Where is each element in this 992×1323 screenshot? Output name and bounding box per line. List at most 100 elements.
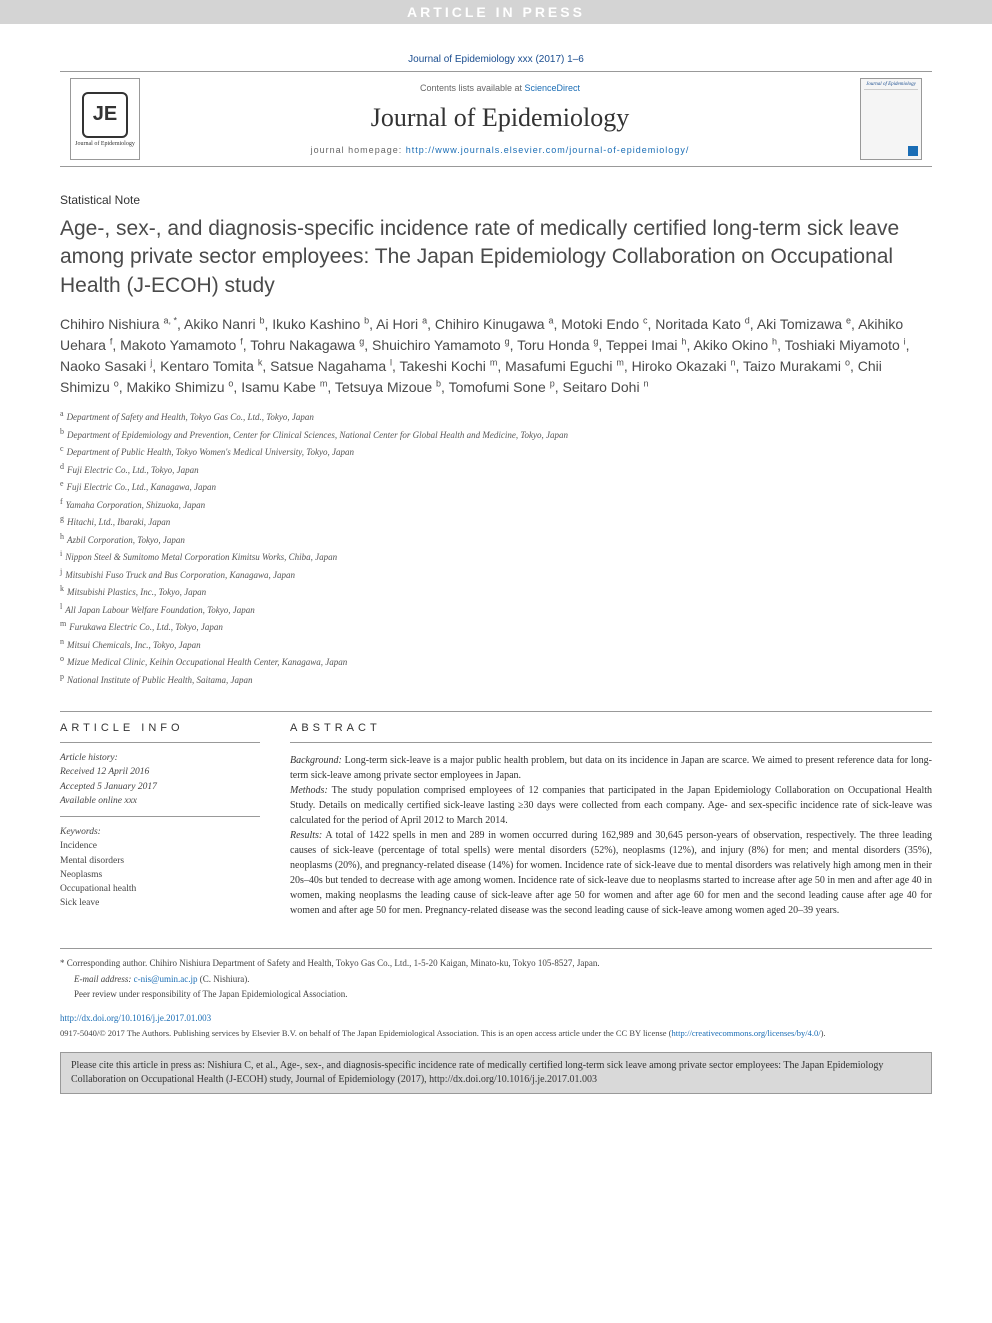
keyword: Incidence [60, 839, 260, 853]
abstract-methods-label: Methods: [290, 785, 328, 796]
peer-review-line: Peer review under responsibility of The … [74, 988, 932, 1002]
author: Akiko Okino h [693, 337, 777, 353]
abstract-results-text: A total of 1422 spells in men and 289 in… [290, 830, 932, 916]
author: Tohru Nakagawa g [250, 337, 364, 353]
article-info-column: ARTICLE INFO Article history: Received 1… [60, 712, 260, 918]
history-label: Article history: [60, 751, 260, 765]
article-title: Age-, sex-, and diagnosis-specific incid… [60, 215, 932, 300]
author: Kentaro Tomita k [160, 358, 262, 374]
journal-header-center: Contents lists available at ScienceDirec… [154, 83, 846, 155]
journal-cover-icon [908, 146, 918, 156]
email-label: E-mail address: [74, 974, 134, 984]
author: Tetsuya Mizoue b [335, 379, 441, 395]
affiliation: eFuji Electric Co., Ltd., Kanagawa, Japa… [60, 478, 932, 495]
info-abstract-row: ARTICLE INFO Article history: Received 1… [60, 711, 932, 918]
abstract-background-label: Background: [290, 755, 342, 766]
author: Toru Honda g [517, 337, 598, 353]
affiliation: dFuji Electric Co., Ltd., Tokyo, Japan [60, 461, 932, 478]
abstract-methods-text: The study population comprised employees… [290, 785, 932, 826]
history-available: Available online xxx [60, 794, 260, 808]
affiliation: fYamaha Corporation, Shizuoka, Japan [60, 496, 932, 513]
affiliation: nMitsui Chemicals, Inc., Tokyo, Japan [60, 636, 932, 653]
journal-header: JE Journal of Epidemiology Contents list… [60, 71, 932, 167]
copyright-text: 0917-5040/© 2017 The Authors. Publishing… [60, 1028, 672, 1038]
keyword: Neoplasms [60, 868, 260, 882]
author: Chihiro Kinugawa a [435, 316, 554, 332]
abstract-results-label: Results: [290, 830, 322, 841]
article-in-press-bar: ARTICLE IN PRESS [0, 0, 992, 24]
page-container: Journal of Epidemiology xxx (2017) 1–6 J… [0, 24, 992, 1124]
history-accepted: Accepted 5 January 2017 [60, 780, 260, 794]
affiliation: pNational Institute of Public Health, Sa… [60, 671, 932, 688]
affiliation: lAll Japan Labour Welfare Foundation, To… [60, 601, 932, 618]
authors-list: Chihiro Nishiura a, *, Akiko Nanri b, Ik… [60, 314, 932, 398]
author: Isamu Kabe m [241, 379, 327, 395]
cc-license-link[interactable]: http://creativecommons.org/licenses/by/4… [672, 1028, 821, 1038]
abstract-body: Background: Long-term sick-leave is a ma… [290, 753, 932, 918]
footer-block: * Corresponding author. Chihiro Nishiura… [60, 948, 932, 1094]
journal-cover-body [864, 90, 918, 146]
author: Seitaro Dohi n [563, 379, 649, 395]
journal-cover-title: Journal of Epidemiology [864, 82, 918, 90]
author: Akiko Nanri b [184, 316, 264, 332]
author: Toshiaki Miyamoto i [785, 337, 906, 353]
history-received: Received 12 April 2016 [60, 765, 260, 779]
abstract-heading: ABSTRACT [290, 712, 932, 743]
article-type: Statistical Note [60, 193, 932, 207]
author: Shuichiro Yamamoto g [372, 337, 510, 353]
author: Motoki Endo c [561, 316, 647, 332]
author: Makiko Shimizu o [126, 379, 233, 395]
affiliation: bDepartment of Epidemiology and Preventi… [60, 426, 932, 443]
homepage-prefix: journal homepage: [311, 145, 406, 155]
journal-homepage-link[interactable]: http://www.journals.elsevier.com/journal… [406, 145, 690, 155]
journal-homepage-line: journal homepage: http://www.journals.el… [154, 145, 846, 155]
affiliations-list: aDepartment of Safety and Health, Tokyo … [60, 408, 932, 687]
author: Chihiro Nishiura a, * [60, 316, 177, 332]
abstract-background-text: Long-term sick-leave is a major public h… [290, 755, 932, 781]
copyright-suffix: ). [821, 1028, 826, 1038]
contents-lists-line: Contents lists available at ScienceDirec… [154, 83, 846, 93]
journal-logo-caption: Journal of Epidemiology [75, 141, 135, 147]
affiliation: jMitsubishi Fuso Truck and Bus Corporati… [60, 566, 932, 583]
abstract-column: ABSTRACT Background: Long-term sick-leav… [290, 712, 932, 918]
citation-header: Journal of Epidemiology xxx (2017) 1–6 [60, 44, 932, 71]
affiliation: kMitsubishi Plastics, Inc., Tokyo, Japan [60, 583, 932, 600]
author: Masafumi Eguchi m [505, 358, 624, 374]
author: Ikuko Kashino b [272, 316, 369, 332]
copyright-line: 0917-5040/© 2017 The Authors. Publishing… [60, 1027, 932, 1040]
journal-logo: JE Journal of Epidemiology [70, 78, 140, 160]
affiliation: iNippon Steel & Sumitomo Metal Corporati… [60, 548, 932, 565]
author: Taizo Murakami o [743, 358, 850, 374]
journal-logo-letters: JE [82, 92, 128, 138]
affiliation: hAzbil Corporation, Tokyo, Japan [60, 531, 932, 548]
journal-cover-thumbnail: Journal of Epidemiology [860, 78, 922, 160]
affiliation: mFurukawa Electric Co., Ltd., Tokyo, Jap… [60, 618, 932, 635]
author: Takeshi Kochi m [400, 358, 498, 374]
keywords-block: Keywords: IncidenceMental disordersNeopl… [60, 825, 260, 911]
author: Makoto Yamamoto f [120, 337, 243, 353]
author: Teppei Imai h [606, 337, 687, 353]
affiliation: oMizue Medical Clinic, Keihin Occupation… [60, 653, 932, 670]
affiliation: aDepartment of Safety and Health, Tokyo … [60, 408, 932, 425]
article-info-heading: ARTICLE INFO [60, 712, 260, 743]
author: Tomofumi Sone p [449, 379, 555, 395]
journal-name: Journal of Epidemiology [154, 103, 846, 133]
keywords-label: Keywords: [60, 825, 260, 839]
email-link[interactable]: c-nis@umin.ac.jp [134, 974, 198, 984]
doi-line: http://dx.doi.org/10.1016/j.je.2017.01.0… [60, 1012, 932, 1026]
affiliation: gHitachi, Ltd., Ibaraki, Japan [60, 513, 932, 530]
author: Ai Hori a [376, 316, 427, 332]
author: Aki Tomizawa e [757, 316, 851, 332]
keyword: Mental disorders [60, 854, 260, 868]
keyword: Occupational health [60, 882, 260, 896]
author: Satsue Nagahama l [270, 358, 392, 374]
author: Noritada Kato d [655, 316, 750, 332]
author: Naoko Sasaki j [60, 358, 152, 374]
contents-lists-prefix: Contents lists available at [420, 83, 525, 93]
doi-link[interactable]: http://dx.doi.org/10.1016/j.je.2017.01.0… [60, 1013, 211, 1023]
email-suffix: (C. Nishiura). [197, 974, 249, 984]
article-history-block: Article history: Received 12 April 2016 … [60, 751, 260, 817]
author: Hiroko Okazaki n [632, 358, 736, 374]
sciencedirect-link[interactable]: ScienceDirect [525, 83, 581, 93]
citation-box: Please cite this article in press as: Ni… [60, 1052, 932, 1094]
